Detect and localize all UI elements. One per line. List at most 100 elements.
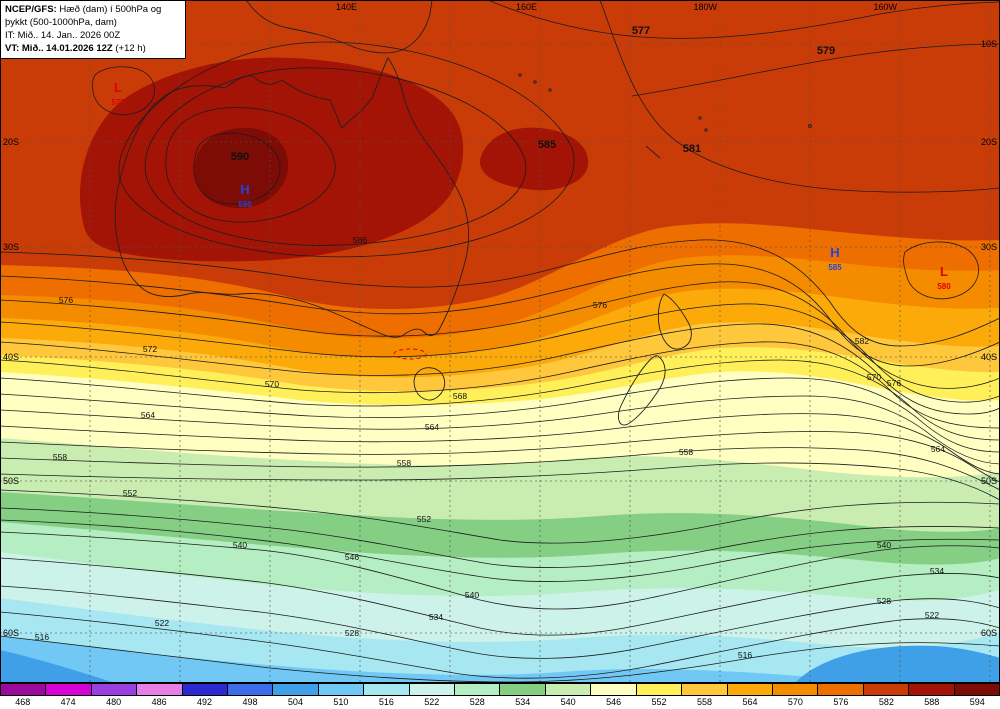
lat-label-left: 20S [3, 137, 19, 147]
colorbar-cell-498 [228, 683, 274, 696]
contour-label: 516 [35, 632, 49, 642]
valid-time-offset: (+12 h) [112, 43, 146, 54]
colorbar-value: 546 [606, 697, 622, 707]
graticule [0, 0, 1000, 683]
title-box: NCEP/GFS: Hæð (dam) í 500hPa og þykkt (5… [0, 0, 186, 59]
contour-label: 558 [679, 447, 693, 457]
contour-label: 528 [877, 596, 891, 606]
pressure-center-value: 580 [937, 282, 951, 291]
thickness-band-510 [0, 636, 1000, 683]
pressure-center-L: L [114, 80, 122, 95]
height-contour-552 [0, 489, 1000, 544]
height-contour-566 [0, 377, 1000, 453]
contour-label: 540 [465, 590, 479, 600]
colorbar-value: 486 [151, 697, 167, 707]
colorbar-value: 582 [878, 697, 894, 707]
height-contour-582 [0, 239, 1000, 347]
contour-label: 528 [345, 628, 359, 638]
contour-label: 522 [925, 610, 939, 620]
island-vanuatu-1 [698, 116, 702, 120]
colorbar-cell-540 [545, 683, 592, 696]
colorbar-value: 528 [469, 697, 485, 707]
height-contour-556 [0, 462, 1000, 501]
red-dashed-contour [393, 348, 427, 360]
height-contour-576 [0, 281, 1000, 389]
colorbar-value: 504 [287, 697, 303, 707]
pressure-centers: L 575 H 590 H 585 L 580 [111, 80, 951, 291]
lat-label-left: 50S [3, 476, 19, 486]
colorbar-value: 534 [515, 697, 531, 707]
height-contour-577 [487, 0, 1000, 39]
contour-label: 546 [345, 552, 359, 562]
lat-label-right: 20S [981, 137, 997, 147]
colorbar-value: 480 [106, 697, 122, 707]
colorbar-cell-576 [818, 683, 864, 696]
pressure-center-H: H [830, 245, 839, 260]
height-contour-548 [0, 507, 1000, 568]
contour-label: 534 [930, 566, 944, 576]
contour-label: 590 [231, 151, 249, 163]
colorbar-cell-588 [909, 683, 955, 696]
lat-label-right: 10S [981, 39, 997, 49]
colorbar: 468 474 480 486 492 498 504 510 516 522 528 534 540 5… [0, 683, 1000, 709]
colorbar-cell-528 [455, 683, 501, 696]
height-contour-590 [193, 132, 281, 205]
contour-label: 534 [429, 612, 443, 622]
contour-label: 516 [738, 650, 752, 660]
contour-label: 586 [353, 235, 367, 245]
contour-label: 577 [632, 25, 650, 37]
height-contour-588 [165, 107, 336, 223]
lon-label: 160E [516, 2, 537, 12]
contour-label: 552 [123, 488, 137, 498]
pressure-center-L: L [940, 264, 948, 279]
height-contour-572 [0, 323, 1000, 415]
height-contour-580 [903, 241, 980, 300]
colorbar-cell-486 [137, 683, 183, 696]
height-contour-558 [0, 447, 1000, 491]
coast-new-caledonia [645, 145, 661, 159]
colorbar-value: 492 [197, 697, 213, 707]
lat-label-right: 60S [981, 628, 997, 638]
pressure-center-H: H [240, 182, 249, 197]
lon-label: 140E [336, 2, 357, 12]
height-contour-578 [0, 263, 1000, 367]
contour-label: 552 [417, 514, 431, 524]
height-contour-564 [0, 395, 1000, 465]
map-area: 577 579 581 585 586 590 582 576 576 576 572 570 570 5… [0, 0, 1000, 683]
colorbar-cell-492 [182, 683, 229, 696]
colorbar-cell-570 [772, 683, 819, 696]
height-contours: 577 579 581 585 586 590 582 576 576 576 572 570 570 5… [0, 0, 1000, 683]
height-contour-546 [0, 519, 1000, 582]
height-contour-528 [0, 585, 1000, 659]
thickness-bands [0, 0, 1000, 683]
height-contour-560 [0, 431, 1000, 483]
pressure-center-value: 585 [828, 263, 842, 272]
colorbar-cell-546 [591, 683, 637, 696]
colorbar-value: 588 [924, 697, 940, 707]
island-fiji [808, 124, 812, 128]
colorbar-cell-504 [273, 683, 319, 696]
contour-label: 572 [143, 344, 157, 354]
contour-label: 568 [453, 391, 467, 401]
lat-label-right: 40S [981, 352, 997, 362]
title-line-1: NCEP/GFS: Hæð (dam) í 500hPa og [5, 3, 181, 16]
contour-label: 540 [877, 540, 891, 550]
contour-label: 570 [265, 379, 279, 389]
colorbar-cell-564 [727, 683, 773, 696]
colorbar-cell-582 [863, 683, 910, 696]
colorbar-cell-594 [954, 683, 1000, 696]
contour-label: 564 [141, 410, 155, 420]
height-contour-575 [92, 66, 155, 116]
contour-label: 564 [425, 422, 439, 432]
colorbar-value: 570 [787, 697, 803, 707]
lon-label: 180W [693, 2, 717, 12]
colorbar-values: 468 474 480 486 492 498 504 510 516 522 528 534 540 5… [0, 696, 1000, 709]
weather-map: 577 579 581 585 586 590 582 576 576 576 572 570 570 5… [0, 0, 1000, 683]
title-line-2: þykkt (500-1000hPa, dam) [5, 17, 117, 28]
height-contour-574 [0, 303, 1000, 403]
lat-label-left: 60S [3, 628, 19, 638]
colorbar-cell-522 [409, 683, 456, 696]
contour-label: 558 [53, 452, 67, 462]
colorbar-cell-510 [318, 683, 365, 696]
